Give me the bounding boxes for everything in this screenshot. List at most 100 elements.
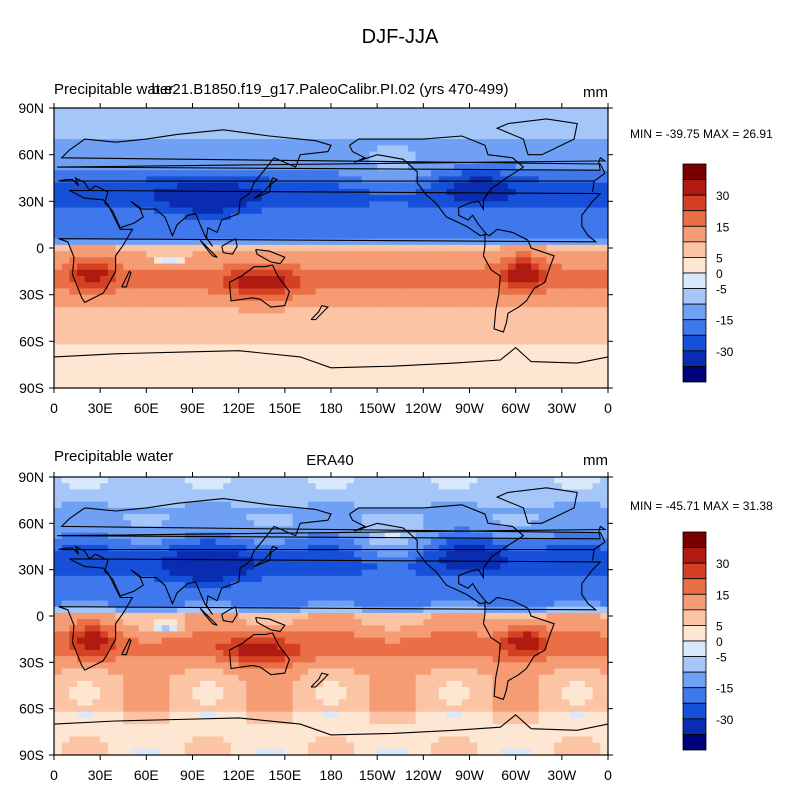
field-cell [54, 276, 63, 283]
field-cell [461, 332, 471, 339]
field-cell [61, 276, 70, 283]
field-cell [284, 126, 294, 134]
field-cell [200, 544, 209, 552]
field-cell [207, 207, 217, 215]
field-cell [300, 257, 309, 265]
field-cell [600, 120, 608, 128]
field-cell [69, 356, 78, 364]
field-cell [407, 145, 417, 153]
field-cell [300, 157, 309, 165]
field-cell [369, 551, 378, 558]
field-cell [500, 139, 509, 146]
field-cell [261, 244, 271, 252]
field-cell [238, 263, 247, 271]
field-cell [177, 108, 186, 115]
field-cell [123, 288, 132, 296]
field-cell [107, 139, 117, 146]
field-cell [161, 375, 171, 383]
field-cell [492, 108, 501, 115]
field-cell [315, 294, 324, 302]
field-cell [169, 501, 178, 509]
field-cell [230, 226, 240, 234]
field-cell [300, 356, 309, 364]
field-cell [400, 307, 409, 314]
field-cell [284, 489, 294, 497]
field-cell [315, 514, 324, 521]
field-cell [600, 288, 608, 296]
field-cell [369, 575, 378, 583]
field-cell [146, 338, 155, 346]
field-cell [484, 363, 494, 370]
field-cell [177, 226, 186, 234]
field-cell [331, 282, 340, 290]
field-cell [331, 139, 340, 146]
field-cell [292, 182, 301, 190]
field-cell [407, 526, 417, 534]
field-cell [246, 575, 255, 583]
field-cell [238, 363, 247, 370]
field-cell [377, 282, 386, 290]
field-cell [261, 514, 271, 521]
field-cell [223, 344, 232, 352]
field-cell [161, 338, 171, 346]
field-cell [177, 263, 186, 271]
field-cell [292, 477, 301, 484]
field-cell [584, 288, 594, 296]
field-cell [431, 588, 440, 595]
field-cell [284, 157, 294, 165]
field-cell [561, 532, 571, 540]
field-cell [369, 606, 378, 614]
field-cell [61, 157, 70, 165]
field-cell [207, 126, 217, 134]
field-cell [154, 294, 163, 302]
field-cell [484, 207, 494, 215]
field-cell [561, 257, 571, 265]
field-cell [384, 338, 394, 346]
field-cell [361, 238, 371, 246]
field-cell [469, 526, 478, 534]
field-cell [392, 582, 401, 589]
field-cell [454, 151, 463, 159]
field-cell [100, 526, 109, 534]
field-cell [477, 157, 486, 165]
field-cell [269, 363, 278, 370]
field-cell [561, 600, 571, 608]
field-cell [192, 544, 201, 552]
field-cell [584, 120, 594, 128]
field-cell [377, 269, 386, 277]
field-cell [361, 338, 371, 346]
field-cell [84, 188, 94, 196]
field-cell [254, 477, 263, 484]
field-cell [269, 108, 278, 115]
field-cell [54, 201, 63, 209]
field-cell [54, 356, 63, 364]
field-cell [438, 363, 448, 370]
field-cell [269, 126, 278, 134]
field-cell [169, 269, 178, 277]
field-cell [200, 489, 209, 497]
field-cell [254, 489, 263, 497]
field-cell [584, 582, 594, 589]
field-cell [146, 157, 155, 165]
field-cell [123, 114, 132, 122]
field-cell [600, 294, 608, 302]
field-cell [161, 600, 171, 608]
field-cell [592, 226, 601, 234]
field-cell [69, 288, 78, 296]
field-cell [469, 307, 478, 314]
field-cell [138, 313, 147, 321]
field-cell [492, 532, 501, 540]
field-cell [377, 257, 386, 265]
field-cell [230, 164, 240, 171]
field-cell [377, 544, 386, 552]
field-cell [246, 569, 255, 577]
field-cell [484, 582, 494, 589]
field-cell [523, 232, 532, 240]
field-cell [115, 356, 124, 364]
field-cell [223, 507, 232, 515]
field-cell [277, 263, 286, 271]
field-cell [254, 145, 263, 153]
field-cell [184, 501, 194, 509]
field-cell [315, 612, 324, 620]
field-cell [346, 319, 355, 327]
